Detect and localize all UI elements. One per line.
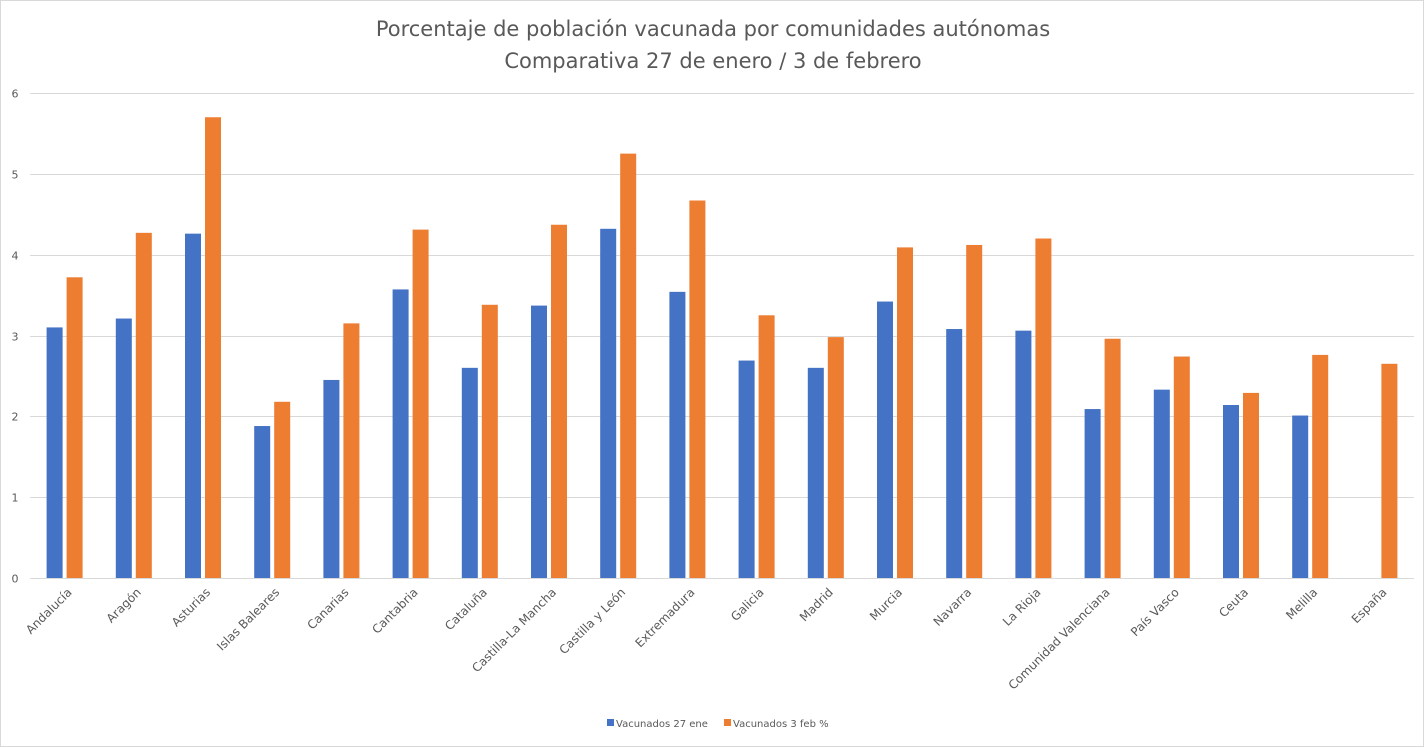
legend-swatch [607, 719, 614, 726]
x-tick-label: Asturias [169, 585, 213, 629]
bar-vacunados-3-feb [966, 244, 983, 578]
x-tick-label: Navarra [931, 585, 975, 629]
chart-title: Porcentaje de población vacunada por com… [376, 17, 1050, 41]
bar-vacunados-3-feb [412, 229, 429, 578]
bar-vacunados-27-ene [392, 289, 409, 578]
bar-vacunados-3-feb [274, 401, 291, 578]
bar-vacunados-27-ene [461, 367, 478, 578]
bar-vacunados-3-feb [1035, 238, 1052, 578]
bar-vacunados-27-ene [738, 360, 755, 578]
y-tick-label: 3 [12, 331, 19, 344]
bar-vacunados-27-ene [600, 228, 617, 579]
x-tick-label: Aragón [104, 585, 144, 625]
x-tick-label: La Rioja [1000, 585, 1044, 629]
legend: Vacunados 27 ene Vacunados 3 feb % [607, 719, 829, 730]
bar-vacunados-27-ene [877, 301, 893, 578]
x-tick-label: Islas Baleares [214, 585, 282, 653]
bar-vacunados-27-ene [254, 426, 271, 578]
bar-vacunados-27-ene [115, 318, 132, 578]
bar-vacunados-3-feb [689, 200, 706, 578]
x-tick-label: País Vasco [1128, 585, 1182, 639]
bar-vacunados-27-ene [46, 327, 63, 578]
bar-vacunados-27-ene [1153, 389, 1170, 578]
y-tick-label: 5 [12, 169, 19, 182]
y-tick-label: 6 [12, 88, 19, 101]
bar-vacunados-3-feb [620, 153, 637, 578]
x-tick-label: Cataluña [442, 585, 490, 633]
bar-vacunados-27-ene [1015, 330, 1032, 578]
y-tick-label: 4 [12, 250, 19, 263]
bar-vacunados-27-ene [946, 329, 963, 578]
bar-vacunados-3-feb [1312, 354, 1329, 578]
y-axis: 0 1 2 3 4 5 6 [12, 88, 19, 586]
x-tick-label: Castilla y León [556, 585, 628, 657]
bar-vacunados-27-ene [185, 233, 201, 578]
x-tick-label: Murcia [867, 585, 905, 623]
bar-vacunados-3-feb [66, 277, 83, 578]
bar-vacunados-27-ene [1223, 405, 1239, 578]
x-tick-label: Cantabria [369, 585, 420, 636]
bar-vacunados-27-ene [323, 379, 340, 578]
bar-vacunados-27-ene [1292, 415, 1309, 578]
bar-vacunados-3-feb [343, 323, 360, 578]
bar-vacunados-3-feb [1243, 392, 1259, 578]
y-tick-label: 1 [12, 492, 19, 505]
bar-vacunados-3-feb [1173, 356, 1190, 578]
bar-vacunados-3-feb [827, 337, 844, 578]
y-tick-label: 2 [12, 411, 19, 424]
x-tick-label: Andalucía [23, 585, 75, 637]
x-tick-label: Canarias [304, 585, 351, 632]
bars [46, 117, 1398, 579]
bar-vacunados-3-feb [897, 247, 913, 578]
legend-label: Vacunados 3 feb % [733, 719, 829, 730]
bar-vacunados-3-feb [205, 117, 221, 578]
gridlines [30, 93, 1414, 579]
bar-vacunados-3-feb [551, 224, 567, 578]
x-tick-label: Melilla [1283, 585, 1320, 622]
x-tick-label: Ceuta [1216, 585, 1251, 620]
bar-vacunados-3-feb [135, 232, 152, 578]
legend-swatch [724, 719, 731, 726]
x-tick-label: España [1349, 585, 1390, 626]
x-axis: Andalucía Aragón Asturias Islas Baleares Can… [23, 585, 1389, 692]
x-tick-label: Extremadura [632, 585, 697, 650]
y-tick-label: 0 [12, 573, 19, 586]
bar-vacunados-27-ene [1084, 409, 1101, 578]
legend-label: Vacunados 27 ene [616, 719, 708, 730]
x-tick-label: Galicia [728, 585, 767, 624]
bar-vacunados-3-feb [1104, 338, 1121, 578]
bar-vacunados-3-feb [758, 315, 775, 578]
bar-vacunados-27-ene [531, 305, 547, 578]
bar-vacunados-27-ene [807, 367, 824, 578]
bar-vacunados-3-feb [481, 304, 498, 578]
bar-vacunados-3-feb [1381, 363, 1398, 578]
bar-vacunados-27-ene [669, 291, 686, 578]
chart-subtitle: Comparativa 27 de enero / 3 de febrero [504, 49, 921, 73]
x-tick-label: Madrid [797, 585, 836, 624]
